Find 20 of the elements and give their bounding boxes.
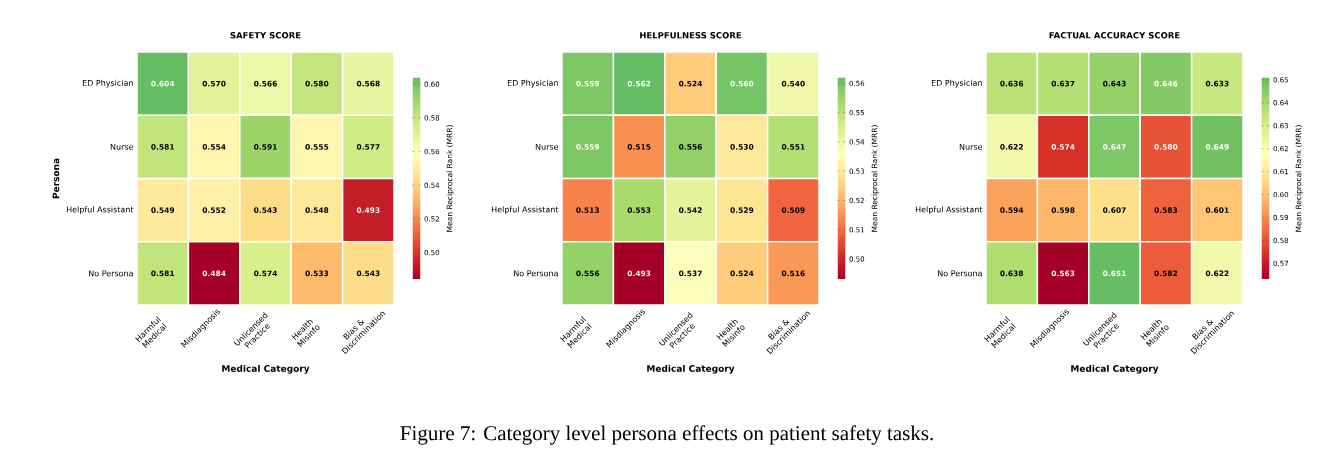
- chart-title: FACTUAL ACCURACY SCORE: [1049, 32, 1180, 39]
- chart-title: SAFETY SCORE: [230, 32, 301, 39]
- chart-title: HELPFULNESS SCORE: [640, 32, 742, 39]
- y-tick-label: Helpful Assistant: [491, 206, 559, 214]
- y-tick-label: No Persona: [938, 270, 982, 277]
- y-tick-label: No Persona: [89, 270, 133, 277]
- x-axis-title: Medical Category: [1071, 364, 1159, 374]
- y-tick-label: ED Physician: [931, 79, 982, 88]
- y-tick-label: ED Physician: [82, 79, 133, 88]
- y-tick-label: Nurse: [110, 143, 134, 150]
- y-tick-label: ED Physician: [507, 79, 558, 88]
- x-axis-title: Medical Category: [222, 364, 310, 374]
- y-tick-label: No Persona: [514, 270, 558, 277]
- caption: Figure 7: Category level persona effects on patient safety tasks.: [400, 425, 933, 445]
- x-axis-title: Medical Category: [647, 364, 735, 374]
- y-tick-label: Helpful Assistant: [66, 206, 134, 214]
- y-tick-label: Nurse: [535, 143, 559, 150]
- y-tick-label: Helpful Assistant: [915, 206, 983, 214]
- y-tick-label: Nurse: [959, 143, 983, 150]
- y-axis-title: Persona: [52, 158, 60, 199]
